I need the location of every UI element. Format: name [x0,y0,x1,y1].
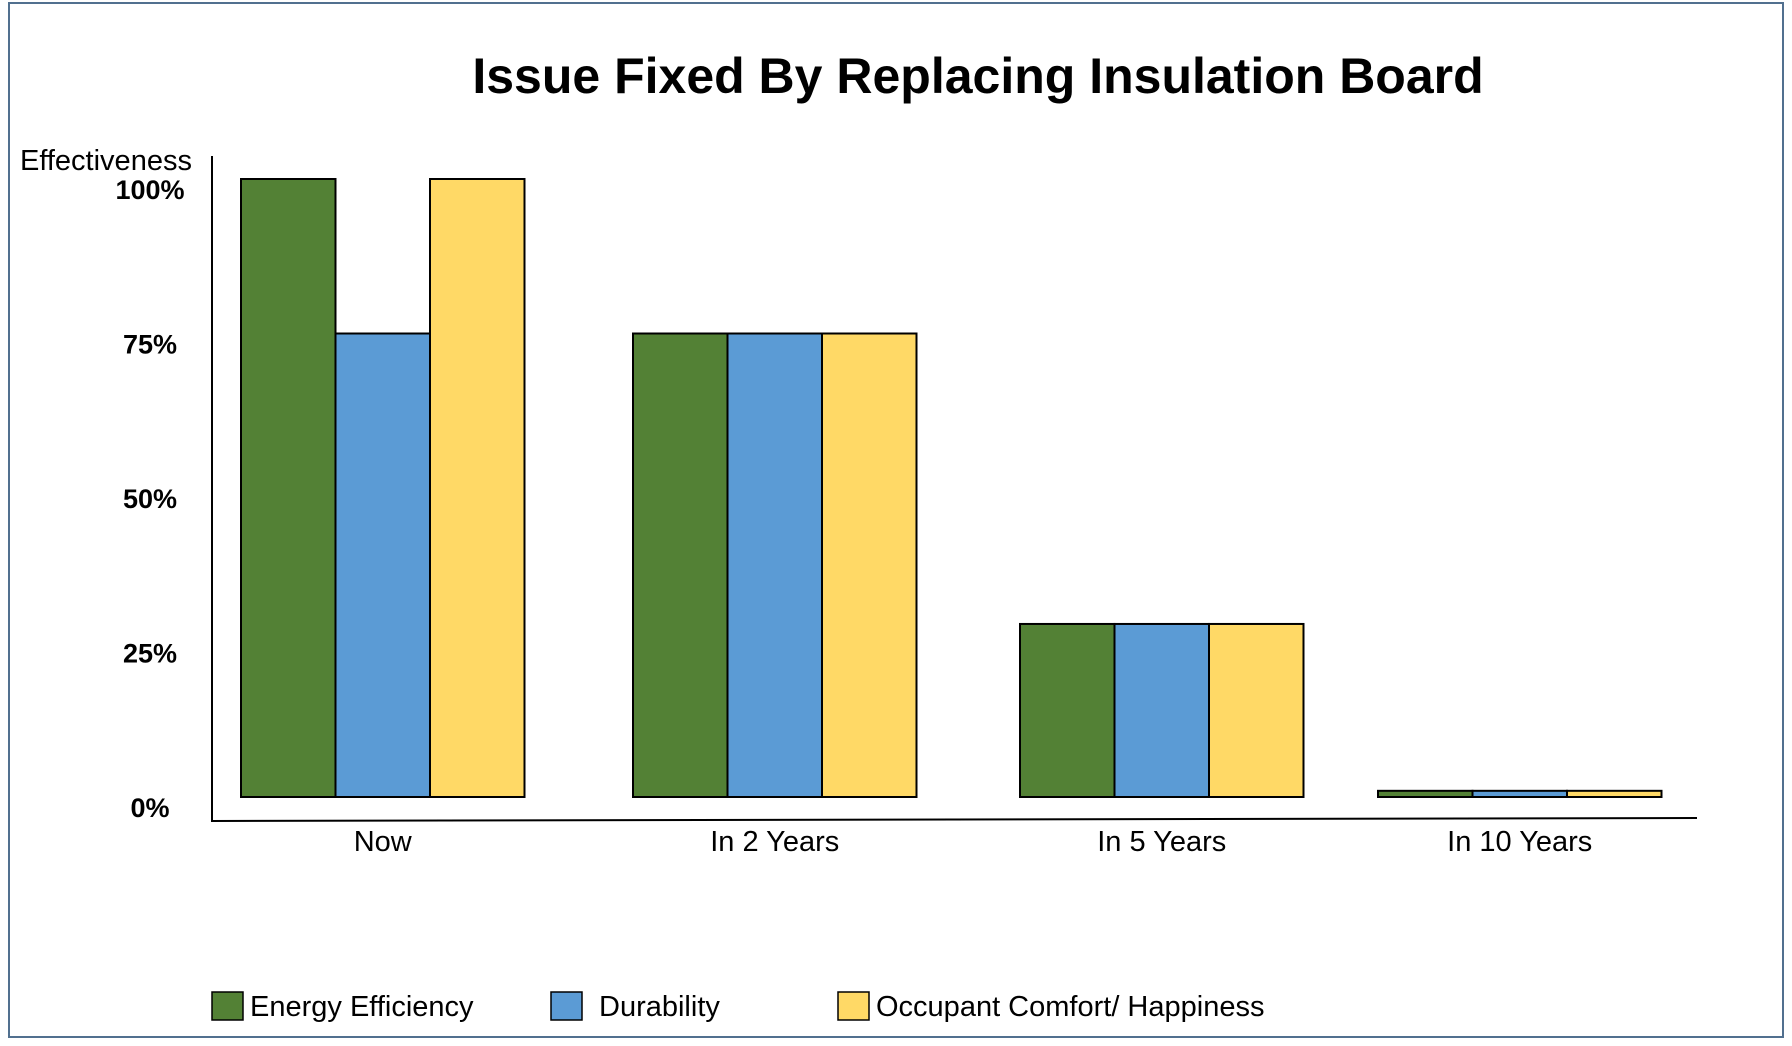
x-axis-line [210,817,1698,822]
legend-swatch [837,991,870,1021]
legend: Energy Efficiency Durability Occupant Comf… [211,991,1264,1023]
legend-label: Durability [599,991,720,1023]
bar [821,332,918,798]
y-tick-label: 25% [123,639,177,669]
x-tick-label: In 5 Years [1097,826,1226,858]
chart-title: Issue Fixed By Replacing Insulation Boar… [472,48,1483,104]
bar [632,332,729,798]
x-tick-label: In 10 Years [1447,826,1592,858]
y-tick-label: 75% [123,330,177,360]
legend-label: Energy Efficiency [250,991,474,1023]
legend-swatch [211,991,244,1021]
y-tick-label: 50% [123,484,177,514]
legend-swatch [550,991,583,1021]
bars [240,178,1663,799]
bar [334,332,431,798]
bar [1377,789,1474,799]
y-tick-label: 0% [130,793,169,823]
bar [1471,789,1568,799]
x-tick-label: In 2 Years [710,826,839,858]
x-tick-label: Now [354,826,413,858]
x-axis-ticks: Now In 2 Years In 5 Years In 10 Years [354,826,1593,858]
bar [429,178,526,798]
bar [726,332,823,798]
bar [1113,622,1210,799]
bar [1566,789,1663,799]
y-axis-ticks: 100% 75% 50% 25% 0% [115,175,184,823]
bar [240,178,337,798]
y-tick-label: 100% [115,175,184,205]
bar [1019,622,1116,799]
y-axis-label: Effectiveness [20,145,192,177]
bar [1208,622,1305,799]
legend-label: Occupant Comfort/ Happiness [876,991,1264,1023]
